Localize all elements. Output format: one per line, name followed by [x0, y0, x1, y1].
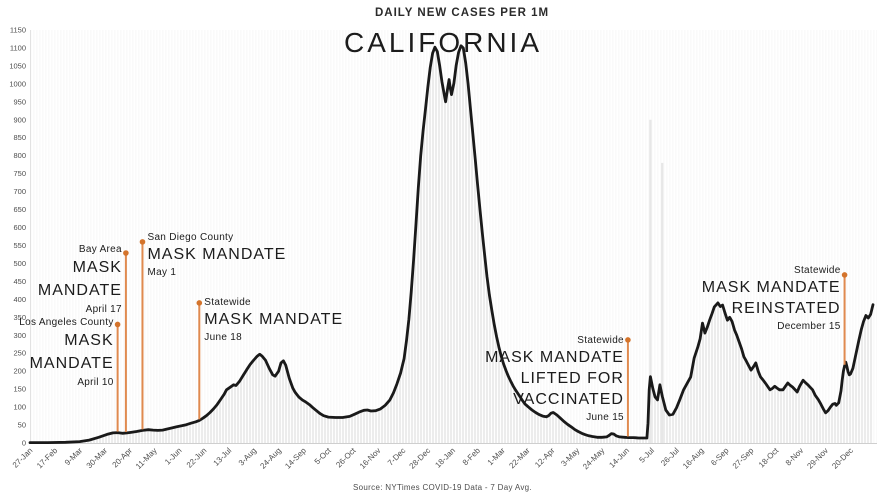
x-axis-tick-label: 29-Nov: [805, 446, 830, 471]
x-axis-tick-label: 1-Mar: [486, 446, 507, 467]
x-axis-tick-label: 16-Nov: [358, 446, 383, 471]
chart-title: CALIFORNIA: [344, 27, 542, 58]
x-axis-tick-label: 27-Jan: [11, 446, 35, 470]
x-axis-tick-label: 30-Mar: [85, 446, 110, 471]
y-axis-tick-label: 950: [13, 97, 26, 106]
mandate-marker-layer: [114, 239, 848, 437]
y-axis-tick-label: 1100: [10, 43, 26, 52]
y-axis-tick-label: 1050: [9, 61, 26, 70]
x-axis-tick-label: 3-Aug: [237, 446, 258, 467]
x-axis-tick-label: 28-Dec: [408, 446, 433, 471]
y-axis-tick-label: 700: [13, 187, 26, 196]
x-axis-tick-label: 3-May: [559, 446, 581, 468]
mandate-marker-dot: [139, 239, 146, 245]
mandate-marker-dot: [841, 272, 848, 278]
x-axis-tick-label: 13-Jul: [212, 446, 234, 468]
y-axis-tick-label: 50: [18, 421, 26, 430]
cases-line-layer: [28, 44, 875, 444]
x-axis-tick-label: 27-Sep: [731, 446, 756, 471]
y-axis-tick-label: 450: [13, 277, 26, 286]
y-axis-tick-label: 850: [13, 133, 26, 142]
cases-line: [28, 44, 875, 444]
y-axis-tick-label: 600: [13, 223, 26, 232]
x-axis-tick-label: 16-Aug: [681, 446, 706, 471]
x-axis-tick-label: 26-Jul: [659, 446, 681, 468]
y-axis-tick-label: 350: [13, 313, 26, 322]
x-axis-tick-label: 1-Jun: [163, 446, 184, 467]
source-note: Source: NYTimes COVID-19 Data - 7 Day Av…: [353, 483, 532, 492]
x-axis-tick-label: 20-Apr: [111, 446, 135, 470]
y-axis-tick-label: 550: [13, 241, 26, 250]
y-axis-tick-label: 0: [22, 439, 26, 448]
x-axis-tick-label: 24-Aug: [258, 446, 283, 471]
chart-subtitle: DAILY NEW CASES PER 1M: [375, 7, 549, 19]
y-axis-tick-label: 200: [13, 367, 26, 376]
x-axis-tick-label: 18-Jan: [433, 446, 457, 470]
x-axis-tick-label: 18-Oct: [757, 446, 781, 470]
x-axis-tick-label: 24-May: [581, 446, 606, 471]
y-axis-tick-label: 100: [13, 403, 26, 412]
y-axis-tick-label: 800: [13, 151, 26, 160]
x-axis-tick-label: 14-Sep: [283, 446, 308, 471]
mandate-marker-dot: [114, 321, 121, 328]
x-axis-tick-label: 8-Feb: [461, 446, 483, 468]
x-axis-tick-label: 7-Dec: [386, 446, 407, 467]
y-axis-tick-label: 750: [13, 169, 26, 178]
x-axis-tick-label: 22-Mar: [507, 446, 532, 471]
y-axis-tick-label: 650: [13, 205, 26, 214]
y-axis-tick-label: 1150: [10, 26, 26, 35]
x-axis-tick-label: 20-Dec: [830, 446, 855, 471]
x-axis-tick-label: 12-Apr: [533, 446, 557, 470]
x-axis-tick-label: 17-Feb: [35, 446, 60, 471]
x-axis-tick-label: 22-Jun: [185, 446, 209, 470]
y-axis-tick-label: 150: [13, 385, 26, 394]
y-axis-tick-label: 400: [13, 295, 26, 304]
x-axis-tick-label: 5-Jul: [637, 446, 656, 465]
cases-area-fill: [30, 45, 873, 444]
y-axis-tick-label: 900: [13, 115, 26, 124]
mandate-marker-dot: [123, 250, 129, 256]
x-axis-tick-label: 5-Oct: [313, 446, 334, 467]
x-axis-tick-label: 26-Oct: [334, 446, 358, 470]
y-axis-tick-label: 1000: [9, 79, 26, 88]
mandate-marker-dot: [196, 300, 203, 306]
x-axis-tick-label: 11-May: [134, 446, 159, 471]
x-axis-tick-label: 14-Jun: [607, 446, 631, 470]
y-axis-tick-label: 300: [13, 331, 26, 340]
y-axis-tick-label: 250: [13, 349, 26, 358]
x-axis-tick-label: 8-Nov: [784, 446, 805, 467]
y-axis-tick-label: 500: [13, 259, 26, 268]
x-axis-tick-label: 6-Sep: [709, 446, 731, 468]
mandate-marker-dot: [625, 337, 631, 343]
x-axis-tick-label: 9-Mar: [63, 446, 84, 467]
